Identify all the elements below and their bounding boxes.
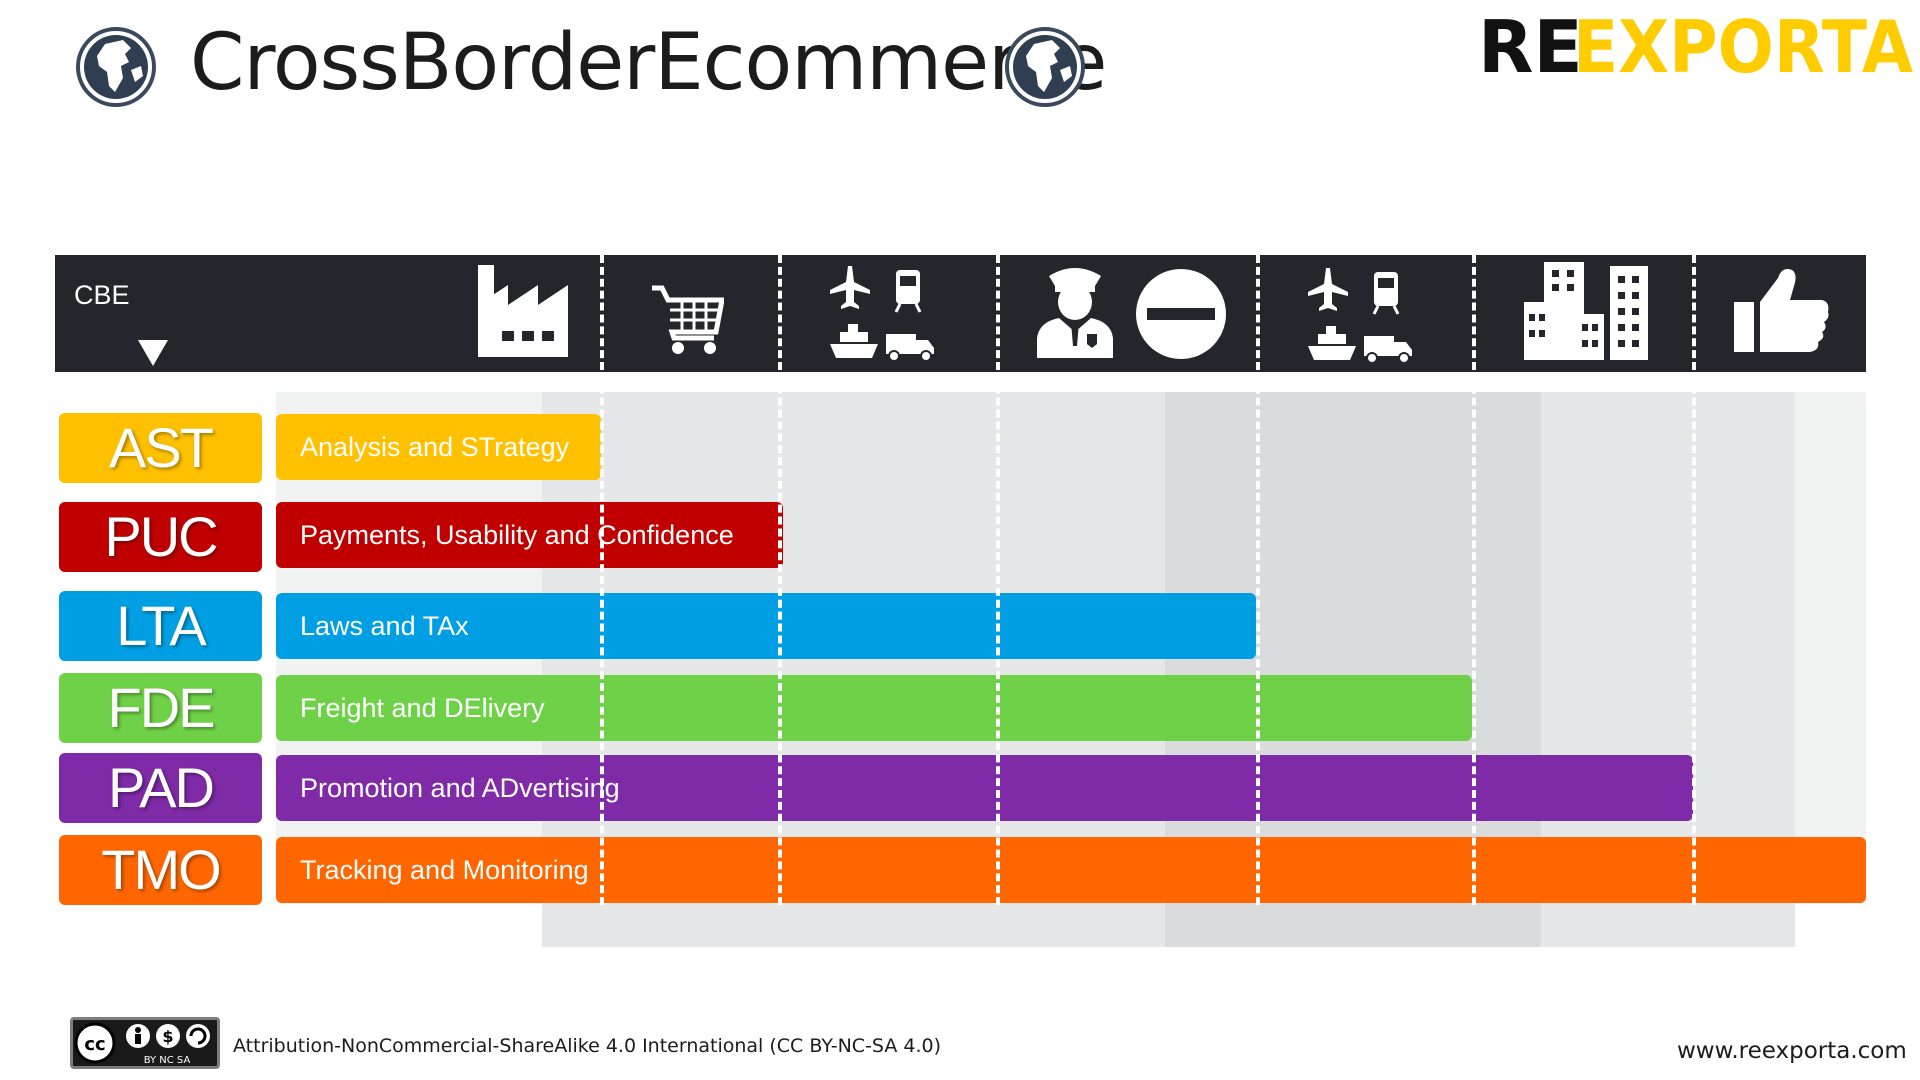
stage-bar-ast: Analysis and STrategy	[276, 414, 601, 480]
stage-divider	[1256, 255, 1260, 905]
city-buildings-icon	[1524, 262, 1648, 360]
shopping-cart-icon	[652, 285, 724, 354]
cc-badge-text: cc	[84, 1034, 105, 1055]
stage-divider	[996, 255, 1000, 905]
stage-bar-puc: Payments, Usability and Confidence	[276, 502, 783, 568]
cbe-label: CBE	[74, 280, 130, 310]
no-entry-icon	[1136, 269, 1226, 359]
stage-code-fde: FDE	[59, 673, 262, 743]
globe-icon	[76, 27, 156, 107]
stage-divider	[1472, 255, 1476, 905]
stage-bar-tmo: Tracking and Monitoring	[276, 837, 1866, 903]
stage-code-ast: AST	[59, 413, 262, 483]
license-text: Attribution-NonCommercial-ShareAlike 4.0…	[233, 1035, 941, 1057]
stage-divider	[778, 255, 782, 905]
page-title: CrossBorderEcommerce	[190, 18, 1107, 108]
logo-text-re: RE	[1478, 12, 1583, 82]
stage-code-puc: PUC	[59, 502, 262, 572]
factory-icon	[478, 265, 568, 357]
customs-officer-icon	[1037, 268, 1113, 358]
cc-icon: cc $ BY NC SA	[74, 1022, 210, 1066]
stage-divider	[1692, 255, 1696, 905]
thumbs-up-icon	[1734, 269, 1829, 352]
cc-license-badge: cc $ BY NC SA	[70, 1017, 220, 1069]
stage-code-tmo: TMO	[59, 835, 262, 905]
globe-icon	[1005, 27, 1085, 107]
svg-text:$: $	[162, 1027, 173, 1046]
stage-divider	[600, 255, 604, 905]
stage-code-pad: PAD	[59, 753, 262, 823]
stage-code-lta: LTA	[59, 591, 262, 661]
stage-bar-pad: Promotion and ADvertising	[276, 755, 1693, 821]
cc-badge-terms: BY NC SA	[144, 1055, 191, 1066]
down-arrow-icon	[138, 340, 168, 366]
transport-icon	[1308, 268, 1412, 364]
reexporta-logo: RE EXPORTA	[1478, 12, 1913, 82]
background-band	[1795, 392, 1866, 904]
stage-bar-fde: Freight and DElivery	[276, 675, 1472, 741]
logo-text-exporta: EXPORTA	[1573, 12, 1913, 82]
transport-icon	[830, 266, 934, 362]
stage-bar-lta: Laws and TAx	[276, 593, 1256, 659]
website-link[interactable]: www.reexporta.com	[1677, 1038, 1907, 1064]
